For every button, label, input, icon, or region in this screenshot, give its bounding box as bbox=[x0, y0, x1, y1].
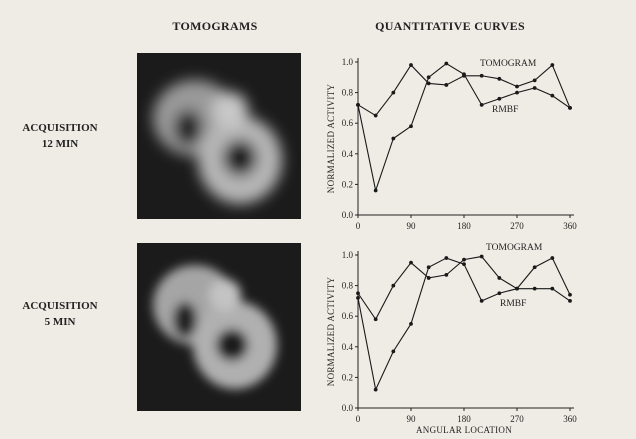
data-point bbox=[532, 286, 537, 291]
data-point bbox=[373, 317, 378, 322]
x-tick-label: 180 bbox=[457, 414, 471, 424]
data-point bbox=[532, 265, 537, 270]
series-label: RMBF bbox=[500, 299, 526, 309]
data-point bbox=[444, 83, 449, 87]
tomogram-image bbox=[137, 53, 301, 219]
data-point bbox=[426, 75, 431, 80]
data-point bbox=[479, 254, 484, 259]
y-tick-label: 1.0 bbox=[342, 57, 354, 67]
data-point bbox=[515, 90, 519, 95]
data-point bbox=[409, 321, 413, 326]
data-point bbox=[479, 299, 484, 303]
series-line bbox=[357, 257, 571, 392]
row-label: 5 MIN bbox=[45, 316, 76, 328]
x-tick-label: 90 bbox=[407, 221, 417, 231]
x-tick-label: 90 bbox=[407, 414, 417, 424]
row-label: 12 MIN bbox=[42, 138, 78, 150]
x-tick-label: 270 bbox=[510, 221, 524, 231]
data-point bbox=[391, 349, 396, 354]
data-point bbox=[391, 283, 396, 288]
data-point bbox=[568, 292, 572, 297]
series-label: RMBF bbox=[492, 105, 518, 115]
data-point bbox=[550, 286, 555, 291]
data-point bbox=[515, 286, 519, 291]
data-point bbox=[497, 291, 502, 296]
x-axis-label: ANGULAR LOCATION bbox=[416, 425, 512, 435]
series-label: TOMOGRAM bbox=[480, 59, 537, 69]
data-point bbox=[391, 90, 396, 95]
tomograms-heading: TOMOGRAMS bbox=[172, 19, 257, 33]
data-point bbox=[426, 276, 431, 280]
data-point bbox=[391, 136, 396, 141]
y-axis-label: NORMALIZED ACTIVITY bbox=[326, 84, 336, 194]
x-tick-label: 360 bbox=[563, 414, 577, 424]
data-point bbox=[550, 63, 555, 67]
data-point bbox=[497, 76, 502, 81]
y-tick-label: 0.2 bbox=[342, 372, 353, 382]
data-point bbox=[462, 257, 466, 262]
row-label: ACQUISITION bbox=[22, 300, 97, 312]
data-point bbox=[462, 72, 466, 77]
y-tick-label: 0.6 bbox=[342, 118, 354, 128]
series-line bbox=[357, 62, 571, 193]
data-point bbox=[497, 276, 502, 280]
data-point bbox=[568, 299, 572, 303]
data-point bbox=[373, 113, 378, 118]
y-tick-label: 0.4 bbox=[342, 342, 354, 352]
x-tick-label: 180 bbox=[457, 221, 471, 231]
y-tick-label: 0.8 bbox=[342, 88, 354, 98]
data-point bbox=[515, 84, 519, 89]
y-tick-label: 0.8 bbox=[342, 281, 354, 291]
tomogram-image bbox=[137, 243, 301, 411]
data-point bbox=[409, 63, 413, 67]
x-tick-label: 0 bbox=[356, 221, 361, 231]
y-tick-label: 1.0 bbox=[342, 250, 354, 260]
data-point bbox=[444, 61, 449, 66]
y-tick-label: 0.4 bbox=[342, 149, 354, 159]
data-point bbox=[479, 73, 484, 78]
data-point bbox=[356, 102, 360, 107]
data-point bbox=[409, 124, 413, 129]
data-point bbox=[497, 96, 502, 101]
data-point bbox=[444, 272, 449, 277]
curves-heading: QUANTITATIVE CURVES bbox=[375, 19, 525, 33]
data-point bbox=[568, 106, 572, 110]
y-axis-label: NORMALIZED ACTIVITY bbox=[326, 277, 336, 387]
data-point bbox=[409, 260, 413, 265]
data-point bbox=[462, 262, 466, 267]
x-tick-label: 360 bbox=[563, 221, 577, 231]
data-point bbox=[356, 291, 360, 296]
data-point bbox=[373, 188, 378, 193]
data-point bbox=[532, 78, 537, 83]
y-tick-label: 0.0 bbox=[342, 403, 354, 413]
data-point bbox=[356, 295, 360, 300]
data-point bbox=[426, 81, 431, 86]
x-tick-label: 270 bbox=[510, 414, 524, 424]
data-point bbox=[550, 93, 555, 98]
row-label: ACQUISITION bbox=[22, 122, 97, 134]
data-point bbox=[479, 102, 484, 107]
x-tick-label: 0 bbox=[356, 414, 361, 424]
data-point bbox=[444, 256, 449, 260]
series-label: TOMOGRAM bbox=[486, 243, 543, 253]
data-point bbox=[426, 265, 431, 270]
y-tick-label: 0.6 bbox=[342, 311, 354, 321]
y-tick-label: 0.2 bbox=[342, 179, 353, 189]
data-point bbox=[550, 256, 555, 260]
y-tick-label: 0.0 bbox=[342, 210, 354, 220]
data-point bbox=[532, 86, 537, 90]
data-point bbox=[373, 387, 378, 392]
